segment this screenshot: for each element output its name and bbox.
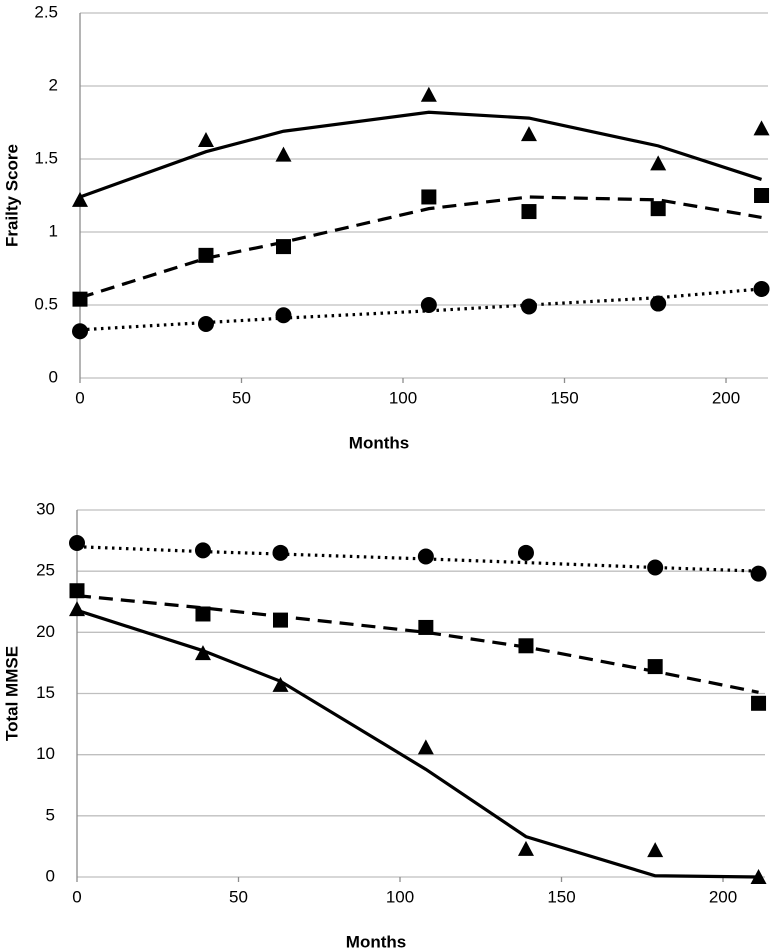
square-marker	[518, 638, 534, 654]
y-tick-label: 15	[36, 683, 55, 702]
fit-line	[76, 608, 759, 879]
circle-marker	[275, 307, 292, 324]
y-tick-label: 0	[46, 866, 55, 885]
x-tick-label: 200	[709, 887, 737, 906]
y-tick-label: 20	[36, 622, 55, 641]
triangle-marker	[69, 601, 85, 617]
fit-line	[79, 195, 762, 300]
y-tick-label: 5	[46, 805, 55, 824]
circle-marker	[72, 323, 88, 340]
x-tick-label: 150	[550, 388, 578, 407]
triangle-marker	[517, 840, 534, 856]
square-marker	[72, 291, 88, 307]
square-marker	[647, 659, 663, 675]
triangle-marker	[275, 146, 292, 162]
circle-marker	[753, 280, 770, 297]
triangle-marker	[197, 132, 214, 148]
y-tick-label: 30	[36, 499, 55, 518]
circle-marker	[69, 535, 85, 552]
square-marker	[421, 189, 437, 205]
x-axis-label: Months	[349, 433, 409, 452]
y-tick-label: 10	[36, 744, 55, 763]
circle-marker	[750, 565, 767, 582]
x-axis-label: Months	[346, 932, 406, 951]
square-marker	[521, 204, 537, 220]
square-marker	[754, 188, 770, 203]
circle-marker	[194, 542, 211, 559]
circle-marker	[420, 297, 437, 313]
triangle-marker	[72, 191, 88, 207]
y-tick-label: 2.5	[34, 2, 58, 21]
x-tick-label: 100	[386, 887, 414, 906]
circle-marker	[417, 548, 434, 565]
triangle-marker	[272, 676, 289, 692]
x-tick-label: 200	[712, 388, 740, 407]
triangle-marker	[753, 120, 770, 136]
square-marker	[198, 247, 214, 263]
y-tick-label: 1	[49, 221, 58, 240]
square-marker	[418, 619, 434, 635]
triangle-marker	[520, 126, 537, 142]
square-marker	[275, 239, 291, 255]
circle-marker	[520, 298, 537, 315]
triangle-marker	[647, 842, 664, 858]
y-tick-label: 0	[49, 367, 58, 386]
x-tick-label: 0	[75, 388, 84, 407]
fit-line	[79, 110, 763, 199]
y-tick-label: 25	[36, 561, 55, 580]
square-marker	[272, 612, 288, 628]
triangle-marker	[420, 86, 437, 102]
triangle-marker	[417, 739, 434, 755]
square-marker	[751, 695, 767, 711]
circle-marker	[650, 295, 667, 312]
x-tick-label: 0	[72, 887, 81, 906]
triangle-marker	[650, 155, 667, 171]
x-tick-label: 100	[389, 388, 417, 407]
square-marker	[650, 201, 666, 217]
square-marker	[69, 583, 85, 599]
triangle-marker	[750, 869, 767, 884]
y-tick-label: 0.5	[34, 294, 58, 313]
circle-marker	[272, 544, 289, 561]
x-tick-label: 50	[232, 388, 251, 407]
triangle-marker	[194, 645, 211, 661]
circle-marker	[517, 544, 534, 561]
y-tick-label: 2	[49, 75, 58, 94]
y-axis-label: Frailty Score	[2, 144, 21, 247]
circle-marker	[647, 559, 664, 576]
y-tick-label: 1.5	[34, 148, 58, 167]
x-tick-label: 150	[547, 887, 575, 906]
x-tick-label: 50	[229, 887, 248, 906]
square-marker	[195, 606, 211, 622]
circle-marker	[197, 315, 214, 332]
y-axis-label: Total MMSE	[2, 646, 21, 741]
